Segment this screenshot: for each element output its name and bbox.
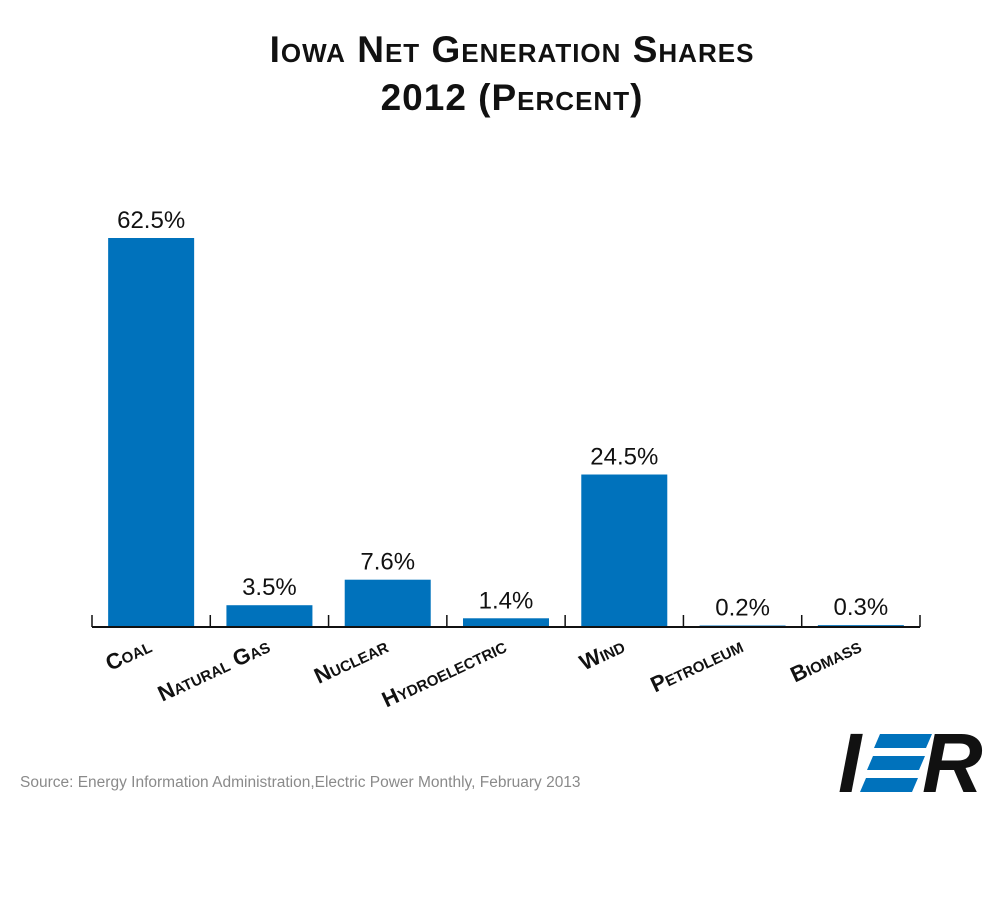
ier-logo-letter-r: R	[922, 716, 983, 810]
chart-title: Iowa Net Generation Shares	[270, 29, 755, 70]
value-label: 3.5%	[242, 574, 297, 601]
bars-layer	[108, 238, 904, 627]
value-label: 1.4%	[479, 587, 534, 614]
category-label: Nuclear	[310, 633, 392, 689]
value-label: 0.3%	[834, 594, 889, 621]
category-label: Biomass	[786, 633, 865, 687]
value-label: 62.5%	[117, 207, 185, 234]
value-label: 0.2%	[715, 595, 770, 622]
ier-logo-letter-i: I	[838, 716, 863, 810]
logo-stripe	[874, 734, 932, 748]
logo-stripe	[860, 778, 918, 792]
value-labels-layer: 62.5% 3.5% 7.6% 1.4% 24.5% 0.2% 0.3%	[117, 207, 888, 622]
chart-subtitle: 2012 (Percent)	[381, 77, 644, 118]
category-label: Hydroelectric	[378, 633, 510, 712]
category-label: Petroleum	[647, 633, 747, 697]
bar-nuclear	[344, 579, 431, 627]
bar-hydroelectric	[463, 618, 549, 627]
value-label: 24.5%	[590, 444, 658, 471]
value-label: 7.6%	[360, 549, 415, 576]
category-label: Wind	[576, 633, 629, 675]
bar-wind	[581, 474, 668, 627]
category-label: Coal	[102, 633, 156, 676]
bar-natural-gas	[226, 605, 313, 627]
x-axis	[91, 615, 921, 628]
category-label: Natural Gas	[154, 633, 274, 707]
bar-coal	[108, 238, 195, 627]
source-note: Source: Energy Information Administratio…	[20, 774, 581, 791]
ier-logo-letter-e	[860, 734, 932, 792]
logo-stripe	[867, 756, 925, 770]
